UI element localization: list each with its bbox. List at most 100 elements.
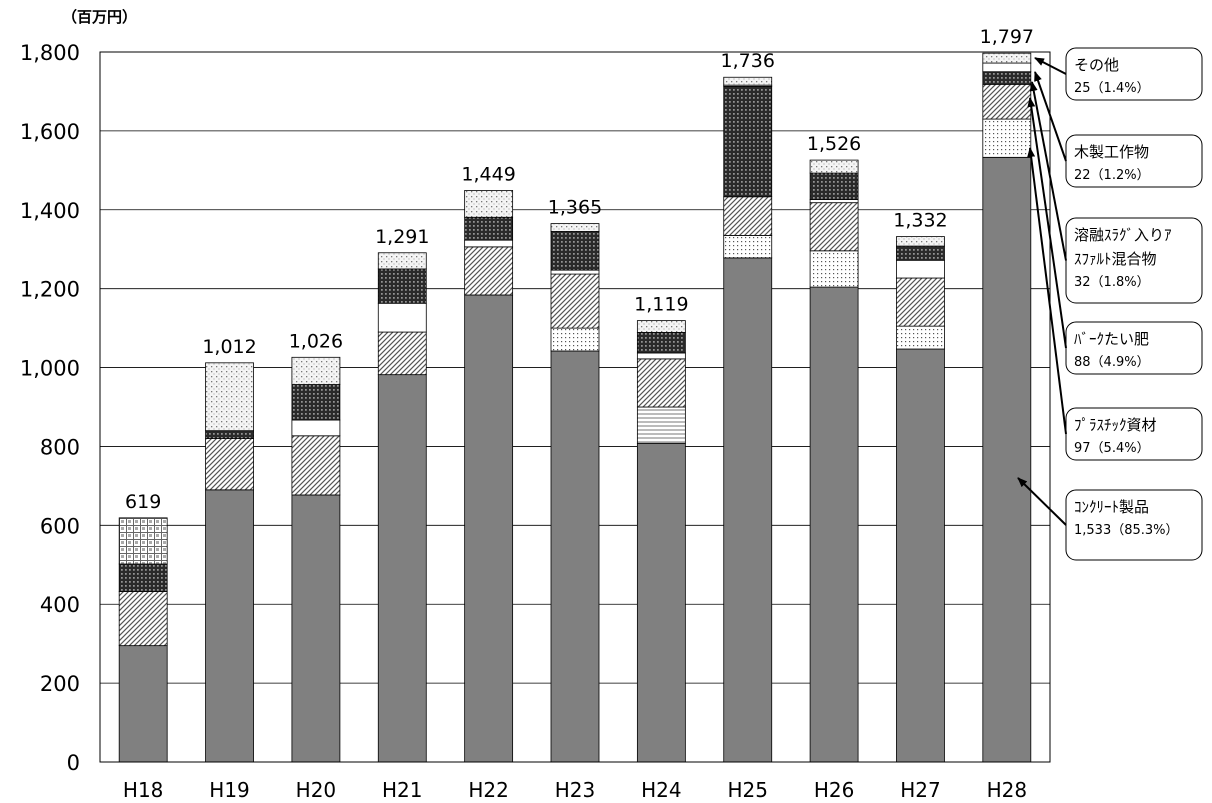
total-label: 1,736 xyxy=(721,50,775,72)
callout-title: その他 xyxy=(1074,56,1119,74)
bar-segment xyxy=(809,172,859,200)
x-tick-label: H26 xyxy=(814,778,855,802)
callout-arrow xyxy=(1034,71,1067,162)
bar-segment xyxy=(205,438,254,491)
y-tick-label: 1,800 xyxy=(20,41,80,65)
y-tick-label: 400 xyxy=(40,593,80,617)
y-tick-label: 0 xyxy=(67,751,80,775)
x-tick-label: H21 xyxy=(382,778,423,802)
bar-segment xyxy=(723,85,773,198)
bar-segment xyxy=(723,196,773,236)
bar-segment xyxy=(205,430,254,439)
bar-segment xyxy=(809,202,859,252)
bar-segment xyxy=(982,71,1032,85)
bar-segment xyxy=(118,517,168,565)
total-label: 1,526 xyxy=(807,133,861,155)
bar-segment xyxy=(982,52,1032,64)
plot-area-frame xyxy=(99,51,1051,763)
bar-segment xyxy=(550,223,600,232)
bar-segment xyxy=(636,352,686,360)
bar-segment xyxy=(982,83,1032,120)
callout-arrow xyxy=(1029,81,1067,261)
callout-value: 1,533（85.3%） xyxy=(1074,523,1179,538)
bar-segment xyxy=(464,294,514,763)
x-tick-label: H25 xyxy=(727,778,768,802)
bar-segment xyxy=(118,563,168,593)
total-label: 1,332 xyxy=(893,210,947,232)
bar-segment xyxy=(205,489,254,763)
callout-value: 97（5.4%） xyxy=(1074,441,1150,456)
bar-segment xyxy=(896,325,945,350)
total-labels: 619 1,012 1,026 1,291 1,449 1,365 1,119 1,736 1,… xyxy=(125,26,1034,513)
callout-value: 25（1.4%） xyxy=(1074,81,1150,96)
x-tick-label: H23 xyxy=(555,778,596,802)
bar-segment xyxy=(809,286,859,763)
y-tick-label: 800 xyxy=(40,435,80,459)
bar-segment xyxy=(291,384,341,421)
bar-segment xyxy=(723,76,773,86)
y-axis-ticks: 0 200 400 600 800 1,000 1,200 1,400 1,600 1,800 xyxy=(20,41,80,775)
x-tick-label: H24 xyxy=(641,778,682,802)
bar-segment xyxy=(636,358,686,408)
bar-segment xyxy=(896,277,945,327)
callout-value: 22（1.2%） xyxy=(1074,168,1150,183)
x-tick-label: H22 xyxy=(468,778,509,802)
x-tick-label: H20 xyxy=(296,778,337,802)
bar-segment xyxy=(723,257,773,763)
y-tick-label: 1,200 xyxy=(20,278,80,302)
bar-segment xyxy=(118,591,168,647)
bar-segment xyxy=(377,302,427,333)
unit-label: （百万円） xyxy=(62,8,137,26)
callout-title: ｽﾌｧﾙﾄ混合物 xyxy=(1074,250,1157,268)
bar-segment xyxy=(205,362,254,432)
x-tick-label: H19 xyxy=(209,778,250,802)
callout-title: ﾊﾞｰｸたい肥 xyxy=(1074,330,1149,348)
callout-title: 木製工作物 xyxy=(1074,143,1149,161)
y-tick-label: 1,000 xyxy=(20,357,80,381)
bar-segment xyxy=(291,435,341,496)
total-label: 1,449 xyxy=(461,163,515,185)
bar-segment xyxy=(896,348,945,763)
callout-value: 88（4.9%） xyxy=(1074,355,1150,370)
bar-segment xyxy=(550,273,600,329)
total-label: 1,026 xyxy=(289,330,343,352)
y-tick-label: 1,600 xyxy=(20,120,80,144)
x-tick-label: H18 xyxy=(123,778,164,802)
bar-segment xyxy=(291,419,341,437)
callout-title: 溶融ｽﾗｸﾞ入りｱ xyxy=(1074,226,1172,244)
bar-segment xyxy=(291,356,341,385)
legend-callouts: その他 25（1.4%） 木製工作物 22（1.2%） 溶融ｽﾗｸﾞ入りｱ ｽﾌｧﾙﾄ混合… xyxy=(1017,47,1203,561)
bar-segment xyxy=(809,199,859,204)
bar-segment xyxy=(377,374,427,763)
callout-arrow xyxy=(1017,477,1067,526)
y-tick-label: 200 xyxy=(40,672,80,696)
bar-segment xyxy=(636,442,686,763)
callout-value: 32（1.8%） xyxy=(1074,275,1150,290)
bar-segment xyxy=(896,259,945,279)
total-label: 1,365 xyxy=(548,197,602,219)
bar-segment xyxy=(464,190,514,218)
y-tick-label: 600 xyxy=(40,514,80,538)
bar-segment xyxy=(982,156,1032,763)
bar-segment xyxy=(636,406,686,444)
callout-arrow xyxy=(1034,57,1067,75)
bar-segment xyxy=(550,350,600,763)
bar-segment xyxy=(723,235,773,259)
bar-segment xyxy=(896,236,945,247)
bar-segment xyxy=(464,216,514,241)
bar-segment xyxy=(377,252,427,270)
bar-segment xyxy=(464,239,514,248)
bar-segment xyxy=(377,268,427,304)
total-label: 1,291 xyxy=(375,226,429,248)
bar-segment xyxy=(982,62,1032,73)
x-axis-ticks: H18 H19 H20 H21 H22 H23 H24 H25 H26 H27 H28 xyxy=(123,778,1027,802)
y-tick-label: 1,400 xyxy=(20,199,80,223)
x-tick-label: H27 xyxy=(900,778,941,802)
bar-segment xyxy=(550,231,600,271)
total-label: 1,119 xyxy=(634,294,688,316)
callout-title: ｺﾝｸﾘｰﾄ製品 xyxy=(1074,498,1149,516)
bar-segment xyxy=(291,494,341,763)
total-label: 1,012 xyxy=(202,336,256,358)
total-label: 619 xyxy=(125,491,161,513)
